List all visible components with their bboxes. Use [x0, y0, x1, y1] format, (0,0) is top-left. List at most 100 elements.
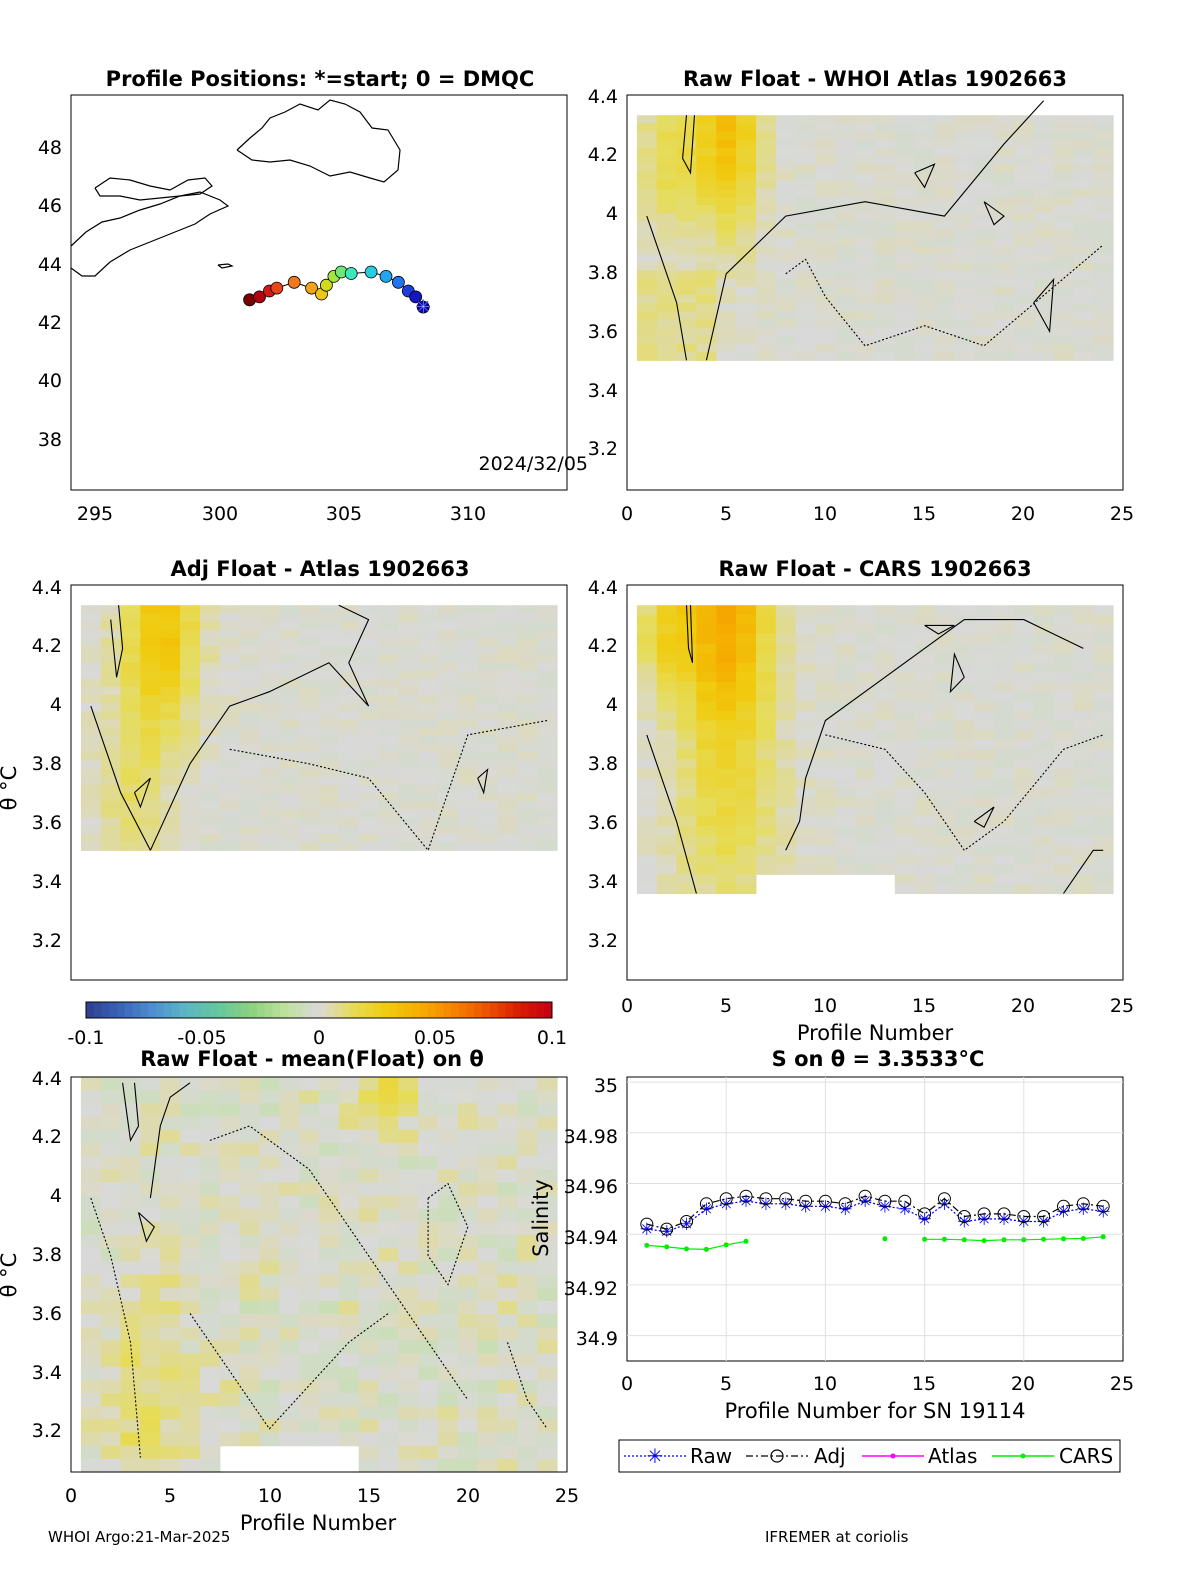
mean-heatmap-cell: [259, 1182, 280, 1197]
cars-heatmap-cell: [1013, 816, 1035, 827]
adj-point: [719, 1192, 733, 1206]
cars-heatmap-cell: [1053, 710, 1074, 722]
adj-heatmap-cell: [517, 637, 538, 647]
cars-heatmap-cell: [1053, 807, 1074, 818]
whoi-heatmap-cell: [974, 237, 995, 247]
mean-heatmap-cell: [477, 1129, 499, 1144]
adj-heatmap-cell: [338, 809, 360, 819]
whoi-heatmap-cell: [954, 343, 975, 353]
cars-heatmap-cell: [855, 759, 876, 770]
cars-heatmap-cell: [875, 759, 896, 770]
mean-heatmap-cell: [457, 1300, 479, 1315]
adj-heatmap-cell: [358, 809, 380, 819]
adj-heatmap-cell: [279, 735, 300, 745]
mean-heatmap-cell: [398, 1129, 419, 1144]
whoi-heatmap-cell: [815, 343, 836, 353]
whoi-heatmap-cell: [1093, 229, 1114, 239]
cars-heatmap-cell: [835, 864, 856, 875]
adj-heatmap-cell: [299, 760, 320, 770]
adj-heatmap-cell: [398, 605, 419, 614]
adj-heatmap-cell: [80, 727, 102, 737]
cars-heatmap-cell: [716, 768, 737, 779]
mean-heatmap-cell: [517, 1314, 538, 1328]
cars-ytick: 4.2: [588, 635, 618, 657]
cars-heatmap-cell: [636, 739, 658, 750]
whoi-heatmap-cell: [914, 221, 936, 231]
whoi-heatmap-cell: [875, 343, 896, 353]
whoi-heatmap-cell: [1053, 286, 1074, 296]
adj-heatmap-cell: [517, 613, 538, 623]
mean-heatmap-cell: [319, 1103, 340, 1118]
mean-heatmap-cell: [100, 1379, 122, 1394]
adj-heatmap-cell: [219, 784, 241, 794]
whoi-heatmap-cell: [815, 123, 836, 133]
adj-heatmap-contour: [90, 705, 151, 851]
adj-heatmap-cell: [477, 629, 499, 639]
cars-heatmap-cell: [1053, 682, 1074, 693]
whoi-heatmap-cell: [954, 270, 975, 280]
adj-heatmap-cell: [200, 662, 221, 672]
profile-position-marker: [270, 281, 284, 295]
salinity-xtick: 10: [813, 1373, 837, 1395]
mean-heatmap-cell: [120, 1287, 141, 1302]
adj-heatmap-cell: [80, 719, 102, 729]
mean-heatmap-cell: [378, 1129, 399, 1144]
adj-point: [838, 1197, 852, 1211]
whoi-heatmap-cell: [636, 180, 658, 190]
mean-heatmap-cell: [378, 1248, 399, 1262]
mean-heatmap-cell: [80, 1195, 102, 1210]
mean-heatmap-cell: [200, 1156, 221, 1170]
mean-heatmap-cell: [497, 1182, 518, 1197]
cars-heatmap-cell: [656, 778, 678, 789]
adj-heatmap-cell: [120, 695, 141, 704]
mean-heatmap-cell: [219, 1208, 241, 1223]
whoi-heatmap-cell: [914, 196, 936, 206]
adj-heatmap-cell: [338, 629, 360, 639]
cars-heatmap-cell: [696, 730, 717, 741]
mean-heatmap-cell: [100, 1406, 122, 1420]
cars-heatmap-cell: [855, 624, 876, 635]
map-ytick: 48: [38, 137, 62, 159]
whoi-heatmap-cell: [636, 245, 658, 255]
adj-heatmap-cell: [537, 654, 558, 663]
whoi-heatmap-cell: [914, 294, 936, 304]
mean-heatmap-cell: [80, 1274, 102, 1289]
whoi-heatmap-cell: [835, 188, 856, 198]
adj-heatmap-cell: [438, 719, 459, 729]
adj-heatmap-cell: [140, 621, 161, 631]
adj-point: [997, 1207, 1011, 1221]
mean-heatmap-cell: [338, 1116, 360, 1131]
mean-heatmap-cell: [140, 1353, 161, 1368]
cars-heatmap-cell: [894, 720, 916, 731]
legend-cars-marker: [1020, 1453, 1026, 1459]
mean-heatmap-cell: [319, 1379, 340, 1394]
cars-heatmap-cell: [875, 624, 896, 635]
mean-heatmap-cell: [338, 1300, 360, 1315]
whoi-heatmap-cell: [736, 270, 757, 280]
whoi-heatmap-cell: [974, 254, 995, 263]
mean-heatmap-cell: [140, 1103, 161, 1118]
whoi-heatmap-cell: [934, 180, 955, 190]
adj-heatmap-cell: [120, 654, 141, 663]
adj-heatmap-cell: [497, 744, 518, 753]
cars-heatmap-cell: [696, 855, 717, 866]
mean-heatmap-cell: [537, 1393, 558, 1407]
mean-heatmap-cell: [120, 1274, 141, 1289]
mean-xticks: 0 5 10 15 20 25: [65, 1485, 579, 1507]
cars-heatmap-cell: [795, 845, 816, 856]
adj-heatmap-cell: [418, 605, 439, 614]
whoi-heatmap-cell: [636, 229, 658, 239]
cars-heatmap-cell: [696, 807, 717, 818]
cars-xtick: 10: [813, 995, 837, 1017]
cars-heatmap-cell: [1013, 778, 1035, 789]
adj-heatmap-cell: [378, 784, 399, 794]
cars-point: [684, 1246, 689, 1252]
whoi-heatmap-cell: [1053, 147, 1074, 157]
adj-heatmap-cell: [418, 686, 439, 696]
whoi-heatmap-cell: [656, 164, 678, 173]
cars-heatmap-cell: [855, 778, 876, 789]
whoi-ytick: 3.2: [588, 438, 618, 460]
cars-heatmap-cell: [835, 710, 856, 722]
mean-heatmap-cell: [120, 1353, 141, 1368]
cars-heatmap-cell: [914, 682, 936, 693]
